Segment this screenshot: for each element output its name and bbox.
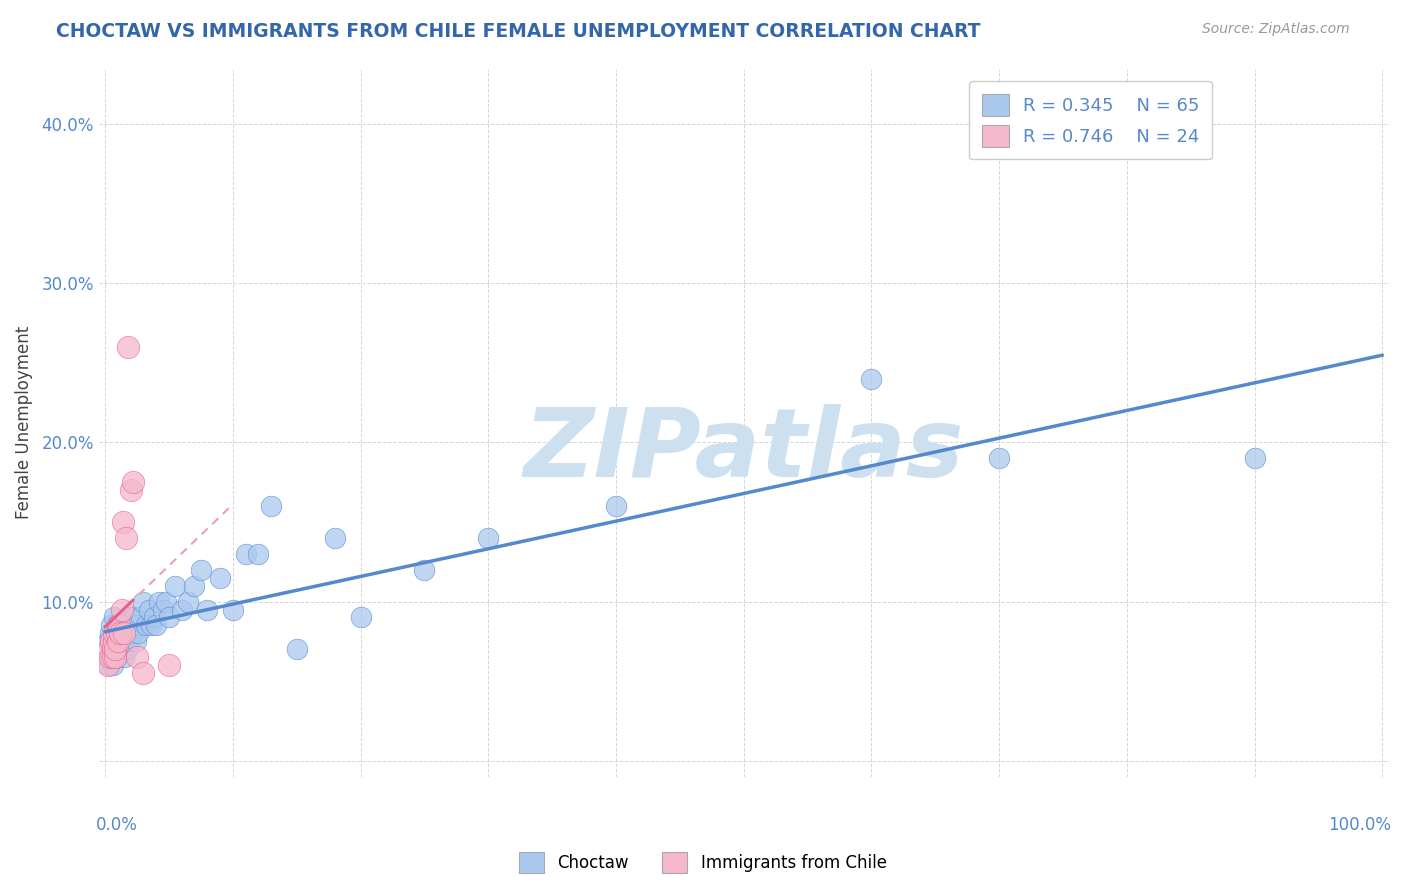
Text: Source: ZipAtlas.com: Source: ZipAtlas.com	[1202, 22, 1350, 37]
Point	[107, 634, 129, 648]
Point	[142, 610, 165, 624]
Point	[190, 563, 212, 577]
Point	[988, 451, 1011, 466]
Point	[103, 650, 125, 665]
Point	[165, 579, 187, 593]
Point	[195, 602, 218, 616]
Point	[1243, 451, 1265, 466]
Point	[138, 602, 160, 616]
Point	[124, 610, 146, 624]
Point	[110, 626, 132, 640]
Point	[125, 650, 148, 665]
Text: 0.0%: 0.0%	[96, 815, 138, 833]
Point	[285, 642, 308, 657]
Point	[111, 515, 134, 529]
Point	[177, 594, 200, 608]
Y-axis label: Female Unemployment: Female Unemployment	[15, 326, 32, 519]
Point	[110, 634, 132, 648]
Point	[222, 602, 245, 616]
Point	[100, 618, 122, 632]
Legend: R = 0.345    N = 65, R = 0.746    N = 24: R = 0.345 N = 65, R = 0.746 N = 24	[969, 81, 1212, 160]
Point	[108, 626, 131, 640]
Point	[132, 666, 155, 681]
Point	[148, 594, 170, 608]
Point	[111, 634, 134, 648]
Point	[152, 602, 174, 616]
Point	[209, 571, 232, 585]
Point	[98, 626, 121, 640]
Point	[120, 483, 142, 498]
Point	[170, 602, 193, 616]
Point	[111, 602, 134, 616]
Point	[103, 610, 125, 624]
Point	[605, 499, 627, 513]
Point	[323, 531, 346, 545]
Point	[112, 626, 135, 640]
Point	[101, 658, 124, 673]
Point	[129, 610, 152, 624]
Point	[110, 618, 132, 632]
Point	[477, 531, 499, 545]
Point	[122, 626, 145, 640]
Point	[120, 626, 142, 640]
Point	[112, 626, 135, 640]
Point	[247, 547, 270, 561]
Point	[105, 650, 128, 665]
Point	[97, 658, 120, 673]
Point	[103, 634, 125, 648]
Point	[125, 634, 148, 648]
Point	[413, 563, 436, 577]
Point	[117, 340, 139, 354]
Point	[145, 618, 167, 632]
Point	[98, 650, 121, 665]
Legend: Choctaw, Immigrants from Chile: Choctaw, Immigrants from Chile	[513, 846, 893, 880]
Point	[157, 610, 180, 624]
Point	[98, 650, 121, 665]
Point	[103, 626, 125, 640]
Point	[132, 594, 155, 608]
Point	[183, 579, 205, 593]
Point	[104, 642, 127, 657]
Point	[108, 618, 131, 632]
Point	[105, 626, 128, 640]
Point	[117, 610, 139, 624]
Point	[155, 594, 177, 608]
Point	[97, 634, 120, 648]
Point	[235, 547, 257, 561]
Point	[114, 531, 136, 545]
Point	[118, 634, 141, 648]
Point	[104, 626, 127, 640]
Point	[107, 642, 129, 657]
Point	[260, 499, 283, 513]
Point	[112, 650, 135, 665]
Point	[115, 642, 138, 657]
Point	[97, 642, 120, 657]
Point	[100, 634, 122, 648]
Point	[100, 642, 122, 657]
Point	[104, 642, 127, 657]
Point	[135, 618, 157, 632]
Point	[349, 610, 371, 624]
Point	[125, 618, 148, 632]
Point	[101, 650, 124, 665]
Point	[101, 642, 124, 657]
Point	[121, 618, 143, 632]
Point	[101, 634, 124, 648]
Point	[127, 626, 149, 640]
Point	[860, 372, 883, 386]
Point	[122, 475, 145, 490]
Point	[107, 634, 129, 648]
Text: 100.0%: 100.0%	[1329, 815, 1392, 833]
Point	[104, 650, 127, 665]
Point	[157, 658, 180, 673]
Point	[111, 626, 134, 640]
Point	[105, 618, 128, 632]
Point	[114, 618, 136, 632]
Point	[139, 618, 162, 632]
Point	[97, 658, 120, 673]
Text: ZIPatlas: ZIPatlas	[523, 404, 965, 498]
Text: CHOCTAW VS IMMIGRANTS FROM CHILE FEMALE UNEMPLOYMENT CORRELATION CHART: CHOCTAW VS IMMIGRANTS FROM CHILE FEMALE …	[56, 22, 981, 41]
